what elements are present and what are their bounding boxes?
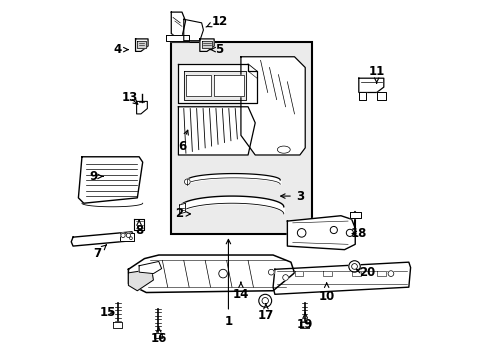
Text: 20: 20 (356, 266, 375, 279)
Circle shape (262, 297, 268, 304)
Polygon shape (294, 271, 303, 276)
Polygon shape (179, 203, 185, 214)
Polygon shape (214, 75, 244, 96)
Polygon shape (376, 271, 385, 276)
Text: 10: 10 (318, 283, 334, 303)
Text: 7: 7 (93, 245, 106, 260)
Polygon shape (241, 57, 305, 155)
Polygon shape (300, 322, 308, 328)
Polygon shape (171, 12, 185, 39)
Text: 17: 17 (257, 303, 273, 322)
Polygon shape (178, 64, 257, 103)
Text: 16: 16 (150, 327, 166, 346)
Circle shape (297, 229, 305, 237)
Circle shape (351, 264, 357, 269)
Ellipse shape (277, 146, 290, 153)
Circle shape (258, 294, 271, 307)
Polygon shape (113, 322, 122, 328)
Polygon shape (358, 93, 365, 100)
Polygon shape (287, 216, 354, 249)
Circle shape (329, 226, 337, 234)
Text: 8: 8 (135, 220, 143, 237)
Polygon shape (128, 255, 294, 293)
Text: 2: 2 (175, 207, 190, 220)
Circle shape (184, 179, 190, 185)
Polygon shape (272, 262, 410, 294)
Text: 6: 6 (178, 130, 188, 153)
Polygon shape (139, 261, 162, 274)
Polygon shape (135, 39, 148, 51)
Polygon shape (185, 75, 210, 96)
Polygon shape (165, 35, 189, 41)
Text: 15: 15 (100, 306, 116, 319)
Polygon shape (71, 232, 134, 246)
Polygon shape (351, 271, 360, 276)
Polygon shape (134, 219, 144, 230)
Text: 1: 1 (224, 239, 232, 328)
Polygon shape (349, 212, 360, 217)
Text: 11: 11 (368, 64, 384, 83)
Polygon shape (376, 93, 385, 100)
Polygon shape (178, 107, 255, 155)
Polygon shape (153, 333, 162, 338)
Circle shape (268, 269, 274, 275)
Polygon shape (136, 102, 147, 114)
Polygon shape (137, 41, 146, 48)
Polygon shape (200, 39, 214, 51)
Text: 3: 3 (280, 190, 304, 203)
Text: 4: 4 (113, 43, 128, 56)
Text: 12: 12 (205, 14, 227, 27)
Circle shape (348, 261, 360, 272)
Text: 19: 19 (296, 312, 313, 331)
Polygon shape (78, 157, 142, 203)
Text: 5: 5 (209, 43, 223, 56)
Bar (171, 42, 312, 234)
Polygon shape (183, 19, 203, 41)
Text: 9: 9 (89, 170, 103, 183)
Polygon shape (323, 271, 331, 276)
Polygon shape (120, 233, 134, 242)
Circle shape (387, 271, 393, 276)
Circle shape (218, 269, 227, 278)
Polygon shape (201, 41, 212, 48)
Circle shape (129, 237, 132, 240)
Circle shape (126, 233, 130, 238)
Polygon shape (128, 269, 153, 291)
Polygon shape (358, 78, 383, 93)
Text: 14: 14 (232, 282, 248, 301)
Circle shape (282, 275, 288, 280)
Polygon shape (183, 71, 246, 100)
Circle shape (346, 229, 353, 237)
Text: 18: 18 (350, 227, 366, 240)
Circle shape (121, 233, 125, 238)
Text: 13: 13 (122, 91, 138, 104)
